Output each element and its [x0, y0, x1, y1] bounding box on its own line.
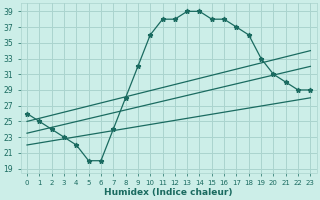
X-axis label: Humidex (Indice chaleur): Humidex (Indice chaleur) [104, 188, 233, 197]
